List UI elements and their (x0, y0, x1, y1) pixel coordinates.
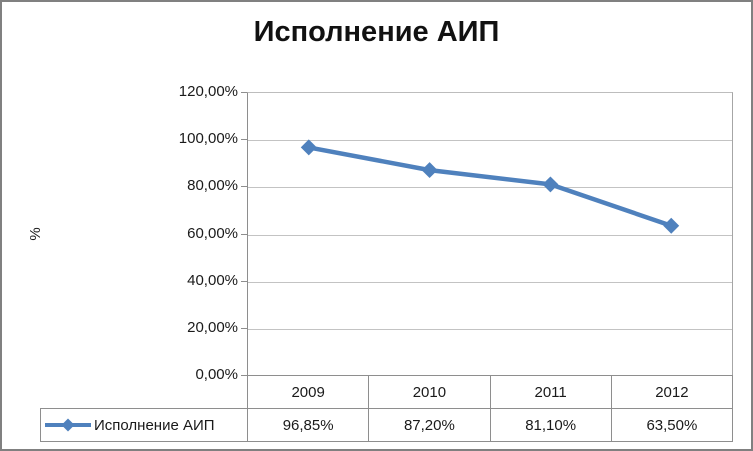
series-line (306, 145, 674, 228)
legend-line-marker-icon (45, 418, 91, 432)
data-table-value: 96,85% (248, 409, 370, 441)
data-point-marker (663, 217, 680, 234)
gridline (248, 282, 732, 283)
category-label: 2010 (369, 376, 491, 409)
category-label: 2011 (491, 376, 612, 409)
gridline (248, 187, 732, 188)
chart-title: Исполнение АИП (253, 16, 500, 48)
gridline (248, 235, 732, 236)
series-chart-svg (300, 139, 680, 234)
data-table-value: 63,50% (646, 416, 698, 434)
gridline (248, 140, 732, 141)
category-axis-row: 2009 2010 2011 2012 (247, 375, 733, 409)
data-point-marker (300, 139, 317, 156)
y-tick-label: 20,00% (187, 318, 238, 336)
category-label: 2012 (655, 384, 689, 401)
gridline (248, 329, 732, 330)
data-point-marker (542, 176, 559, 193)
y-tick-label: 80,00% (187, 177, 238, 195)
legend: Исполнение АИП (40, 408, 248, 442)
y-tick-label: 100,00% (178, 130, 238, 148)
legend-key-diamond-icon (61, 418, 75, 432)
y-tick-mark (241, 281, 247, 282)
y-tick-mark (241, 92, 247, 93)
plot-area (247, 92, 733, 375)
y-tick-label: 40,00% (187, 271, 238, 289)
data-table-value: 81,10% (491, 409, 612, 441)
y-tick-mark (241, 375, 247, 376)
y-tick-label: 0,00% (195, 366, 238, 383)
y-tick-mark (241, 234, 247, 235)
y-tick-mark (241, 139, 247, 140)
legend-label: Исполнение АИП (94, 416, 215, 434)
y-tick-mark (241, 186, 247, 187)
data-table-value: 87,20% (369, 409, 491, 441)
data-point-marker (421, 162, 438, 179)
y-axis-title: % (27, 227, 44, 241)
data-table-values-row: 96,85% 87,20% 81,10% 63,50% (247, 408, 733, 442)
y-tick-label: 120,00% (178, 83, 238, 100)
category-label: 2009 (248, 376, 370, 409)
y-tick-label: 60,00% (187, 224, 238, 242)
y-tick-mark (241, 328, 247, 329)
